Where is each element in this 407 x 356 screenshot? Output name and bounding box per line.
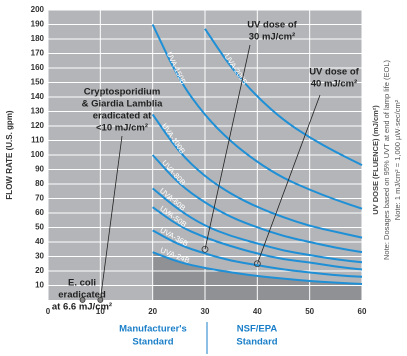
y-tick-label: 40 [35,237,44,246]
standard-label: Standard [132,337,173,348]
y-tick-label: 60 [35,208,44,217]
y-tick-label: 50 [35,223,44,232]
standard-label: Standard [236,337,277,348]
annotation: 40 mJ/cm² [311,79,357,90]
x-tick-label: 10 [96,307,105,316]
y-tick-label: 110 [31,136,44,145]
leader-line [99,135,123,301]
x-tick-label: 60 [358,307,367,316]
annotation: Cryptosporidium [84,87,161,98]
note: Note: Dosages based on 95% UVT at end of… [382,60,391,260]
y-tick-label: 200 [31,5,45,14]
x-tick-label: 40 [253,307,262,316]
x-tick-label: 30 [201,307,210,316]
curve [152,206,363,271]
annotation: E. coli [68,278,96,289]
y-tick-label: 90 [35,165,44,174]
right-axis-label: UV DOSE (FLUENCE) (mJ/cm²) [371,105,380,215]
y-axis-label: FLOW RATE (U.S. gpm) [5,110,14,200]
y-tick-label: 100 [31,150,45,159]
curve [151,113,363,239]
y-tick-label: 140 [31,92,45,101]
dose-point [79,297,86,303]
y-tick-label: 130 [31,107,45,116]
x-tick-label: 50 [305,307,314,316]
curve [151,154,363,254]
annotation: 30 mJ/cm² [249,32,295,43]
y-tick-label: 80 [35,179,44,188]
x-tick-label: 20 [148,307,157,316]
y-tick-label: 10 [35,281,44,290]
y-tick-label: 150 [31,78,45,87]
curve [204,28,363,167]
y-tick-label: 70 [35,194,44,203]
annotation: UV dose of [247,20,297,31]
dose-point [253,260,261,268]
annotation: UV dose of [309,67,359,78]
curve [152,229,363,278]
y-tick-label: 190 [31,20,45,29]
curve [151,24,363,210]
leader-line [204,44,251,250]
annotation: & Giardia Lamblia [82,99,163,110]
y-tick-label: 180 [31,34,45,43]
standard-label: Manufacturer's [119,324,187,335]
note: Note: 1 mJ/cm² = 1,000 µW·sec/cm² [393,99,402,220]
annotation: at 6.6 mJ/cm² [52,302,112,313]
y-tick-label: 170 [31,49,45,58]
annotation: <10 mJ/cm² [96,123,148,134]
annotation: eradicated at [93,111,152,122]
curve [152,187,363,264]
leader-line [256,94,321,264]
x-tick-label: 0 [46,307,51,316]
dose-point [97,297,104,303]
y-tick-label: 120 [31,121,45,130]
y-tick-label: 30 [35,252,44,261]
standard-label: NSF/EPA [237,324,278,335]
curve [152,251,363,286]
annotation: eradicated [58,290,106,301]
dose-point [201,245,209,253]
y-tick-label: 20 [35,266,44,275]
y-tick-label: 160 [31,63,45,72]
